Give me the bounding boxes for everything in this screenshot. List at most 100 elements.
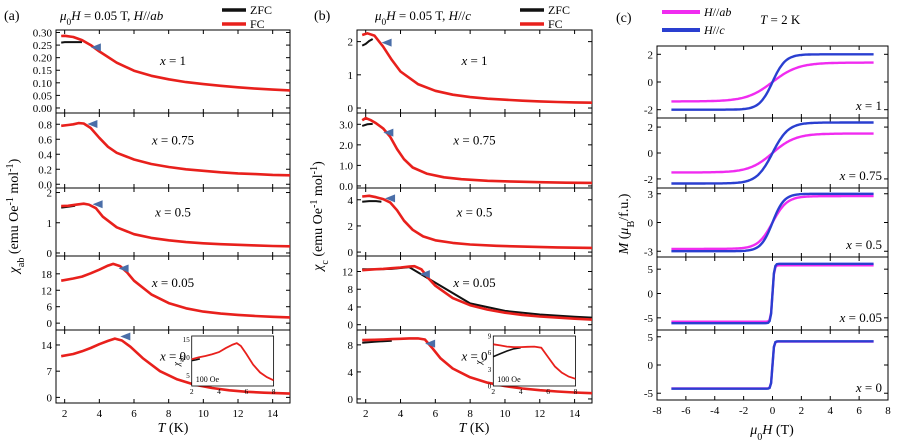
y-tick-label: 8 [348, 284, 354, 296]
y-tick-label: 0.10 [33, 78, 53, 90]
axes-frame [55, 255, 291, 331]
fc-curve [361, 116, 593, 185]
subplot: 0 4 8 x = 0 2 4 6 8 0 3 6 9 100 Oe χc [348, 329, 593, 406]
y-tick-label: 2.0 [339, 140, 353, 152]
composition-label: x = 0.75 [452, 133, 495, 148]
x-axis-label: T (K) [158, 421, 189, 436]
x-axis-label: T (K) [459, 421, 490, 436]
y-tick-label: 0 [47, 248, 53, 260]
y-tick-label: 0 [648, 148, 654, 160]
y-tick-label: 7 [47, 366, 53, 378]
y-tick-label: -3 [644, 246, 654, 258]
y-tick-label: 4 [348, 302, 354, 314]
y-tick-label: 0.15 [33, 65, 53, 77]
y-tick-label: 3.0 [339, 119, 353, 131]
x-tick-label: 10 [499, 408, 511, 420]
y-tick-label: 0.00 [33, 103, 53, 115]
inset-y-label: χc [473, 357, 487, 365]
composition-label: x = 0.05 [151, 275, 194, 290]
y-tick-label: 3 [648, 189, 654, 201]
y-tick-label: 0 [648, 289, 654, 301]
subplot: 0 1 2 x = 0.5 [47, 187, 291, 260]
axes-frame [55, 29, 291, 114]
fc-curve [61, 121, 291, 177]
zfc-curve [362, 339, 392, 344]
x-tick-label: 6 [433, 408, 439, 420]
y-tick-label: -5 [644, 313, 654, 325]
inset-y-tick-label: 0 [488, 383, 492, 391]
composition-label: x = 0.5 [845, 237, 882, 252]
composition-label: x = 0.75 [151, 133, 194, 148]
field-label: μ0H = 0.05 T, H//c [374, 8, 471, 28]
subplot: 0.0 1.0 2.0 3.0 x = 0.75 [339, 112, 593, 193]
transition-marker [90, 43, 101, 52]
inset-x-tick-label: 4 [519, 387, 523, 396]
y-tick-label: 0 [348, 247, 354, 259]
inset-y-tick-label: 3 [488, 366, 492, 374]
x-tick-label: -4 [710, 405, 720, 417]
subplot: -2 0 2 x = 0.75 [644, 117, 889, 189]
y-tick-label: 0.30 [33, 28, 53, 40]
y-tick-label: 12 [41, 285, 52, 297]
zfc-curve [361, 122, 373, 127]
transition-marker [425, 339, 436, 348]
y-tick-label: -5 [644, 388, 654, 400]
x-tick-label: 14 [569, 408, 581, 420]
y-tick-label: 2 [648, 122, 654, 134]
inset-x-tick-label: 6 [546, 387, 550, 396]
composition-label: x = 0.05 [452, 275, 495, 290]
panel-letter: (c) [616, 11, 632, 26]
inset-y-label: χab [172, 356, 186, 367]
subplot: 0 2 4 x = 0.5 [348, 187, 593, 259]
temperature-label: T = 2 K [760, 12, 801, 27]
x-tick-label: 2 [363, 408, 369, 420]
y-tick-label: 5 [648, 264, 654, 276]
inset-y-tick-label: 10 [183, 354, 191, 362]
inset-zfc-curve [492, 346, 521, 358]
y-tick-label: 5 [648, 332, 654, 344]
subplot: -5 0 5 x = 0.05 [644, 256, 889, 331]
inset-x-tick-label: 2 [491, 387, 495, 396]
x-tick-label: 6 [856, 405, 862, 417]
y-tick-label: 0 [348, 103, 354, 115]
y-tick-label: -2 [644, 174, 653, 186]
inset-x-tick-label: 4 [217, 387, 221, 396]
x-tick-label: 8 [467, 408, 473, 420]
inset-x-tick-label: 8 [272, 387, 276, 396]
composition-label: x = 1 [159, 53, 186, 68]
transition-marker [419, 270, 430, 279]
mh-curve-hc [671, 192, 874, 253]
axes-frame [55, 329, 291, 404]
axes-frame [356, 29, 593, 114]
legend-label-hc: H//c [703, 23, 725, 37]
x-tick-label: 12 [233, 408, 244, 420]
panel-a: 0.000.050.100.150.200.250.30x = 10.00.20… [4, 3, 291, 436]
y-tick-label: 0.4 [38, 149, 52, 161]
composition-label: x = 1 [855, 98, 882, 113]
x-tick-label: 2 [62, 408, 68, 420]
x-axis-label: μ0H (T) [749, 423, 794, 442]
composition-label: x = 0.75 [839, 168, 882, 183]
x-tick-label: 4 [398, 408, 404, 420]
field-label: μ0H = 0.05 T, H//ab [59, 8, 164, 28]
mh-curve-hc [671, 340, 874, 390]
inset-y-tick-label: 9 [488, 333, 492, 341]
y-tick-label: 12 [342, 267, 353, 279]
subplot: -3 0 3 x = 0.5 [644, 187, 889, 258]
transition-marker [385, 194, 396, 203]
y-tick-label: 0.0 [339, 181, 353, 193]
fc-curve [362, 194, 593, 250]
x-tick-label: 10 [198, 408, 210, 420]
subplot: 0 7 14 x = 0 2 4 6 8 5 10 15 100 Oe χab [41, 329, 291, 404]
inset: 2 4 6 8 0 3 6 9 100 Oe χc [473, 333, 577, 397]
inset-x-tick-label: 2 [190, 387, 194, 396]
x-tick-label: -8 [652, 405, 662, 417]
fc-curve [61, 202, 291, 248]
mh-curve-hc [671, 121, 874, 185]
subplot: 0 4 8 12 x = 0.05 [342, 255, 593, 332]
composition-label: x = 1 [460, 53, 487, 68]
subplot: 0 6 12 18 x = 0.05 [41, 255, 291, 331]
x-tick-label: 2 [799, 405, 805, 417]
